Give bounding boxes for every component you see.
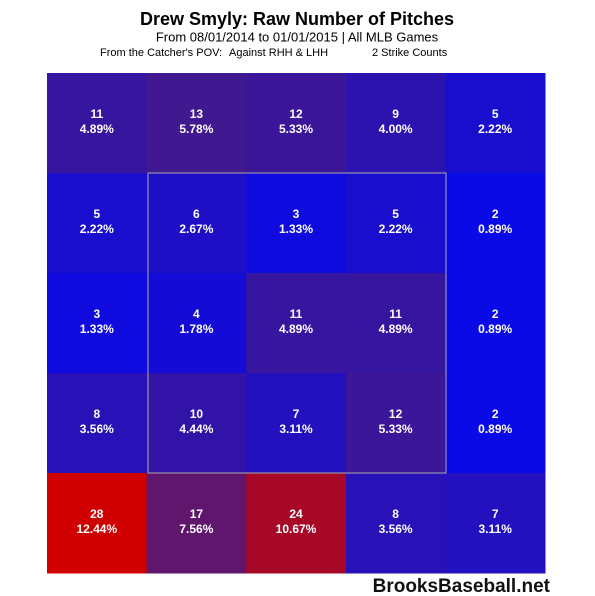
cell-count: 4: [193, 307, 200, 321]
heat-cell: [47, 273, 148, 374]
cell-count: 24: [289, 507, 303, 521]
note: 2 Strike Counts: [372, 47, 448, 59]
cell-count: 28: [90, 507, 104, 521]
cell-percent: 5.33%: [379, 422, 413, 436]
watermark: BrooksBaseball.net: [373, 576, 551, 596]
cell-count: 3: [293, 207, 300, 221]
cell-count: 8: [93, 407, 100, 421]
heat-cell: [146, 73, 247, 174]
heat-cell: [246, 273, 347, 374]
chart-title: Drew Smyly: Raw Number of Pitches: [140, 9, 454, 29]
cell-count: 5: [392, 207, 399, 221]
cell-percent: 4.89%: [279, 322, 313, 336]
heat-cell: [246, 473, 347, 574]
note: Against RHH & LHH: [229, 47, 328, 59]
cell-percent: 2.22%: [478, 122, 512, 136]
cell-count: 7: [492, 507, 499, 521]
cell-count: 6: [193, 207, 200, 221]
cell-percent: 12.44%: [76, 522, 117, 536]
cell-percent: 4.89%: [80, 122, 114, 136]
cell-count: 10: [190, 407, 204, 421]
heat-cell: [345, 273, 446, 374]
heat-cell: [445, 473, 546, 574]
cell-count: 2: [492, 207, 499, 221]
cell-count: 11: [290, 307, 303, 321]
cell-count: 3: [93, 307, 100, 321]
strike-zone: [147, 172, 447, 474]
heat-cell: [345, 373, 446, 474]
cell-count: 5: [93, 207, 100, 221]
cell-count: 13: [190, 107, 204, 121]
chart-subtitle: From 08/01/2014 to 01/01/2015 | All MLB …: [156, 29, 439, 44]
cell-count: 17: [190, 507, 204, 521]
cell-count: 9: [392, 107, 399, 121]
cell-percent: 7.56%: [179, 522, 213, 536]
cell-count: 12: [389, 407, 403, 421]
heat-cell: [146, 373, 247, 474]
cell-percent: 4.00%: [379, 122, 413, 136]
cell-percent: 10.67%: [276, 522, 317, 536]
cell-percent: 5.78%: [179, 122, 213, 136]
heat-cell: [445, 273, 546, 374]
heat-cell: [47, 73, 148, 174]
cell-count: 7: [293, 407, 300, 421]
heat-cell: [345, 173, 446, 274]
heat-cell: [345, 73, 446, 174]
cell-percent: 4.44%: [179, 422, 213, 436]
cell-percent: 5.33%: [279, 122, 313, 136]
heat-cell: [445, 373, 546, 474]
cell-percent: 3.56%: [379, 522, 413, 536]
cell-count: 2: [492, 307, 499, 321]
cell-percent: 4.89%: [379, 322, 413, 336]
cell-percent: 1.33%: [279, 222, 313, 236]
cell-count: 11: [90, 107, 103, 121]
heat-cell: [345, 473, 446, 574]
cell-count: 8: [392, 507, 399, 521]
cell-percent: 1.78%: [179, 322, 213, 336]
heat-cell: [47, 173, 148, 274]
heat-cell: [246, 373, 347, 474]
cell-percent: 2.22%: [379, 222, 413, 236]
cell-percent: 2.67%: [179, 222, 213, 236]
note: From the Catcher's POV:: [100, 47, 222, 59]
cell-count: 12: [289, 107, 303, 121]
cell-percent: 3.56%: [80, 422, 114, 436]
cell-percent: 0.89%: [478, 322, 512, 336]
cell-percent: 0.89%: [478, 222, 512, 236]
cell-percent: 3.11%: [279, 422, 313, 436]
heat-cell: [445, 173, 546, 274]
heat-cell: [47, 473, 148, 574]
cell-count: 5: [492, 107, 499, 121]
heatmap-grid: 114.89%135.78%125.33%94.00%52.22%52.22%6…: [47, 73, 546, 574]
heat-cell: [146, 473, 247, 574]
heat-cell: [445, 73, 546, 174]
cell-count: 11: [389, 307, 402, 321]
cell-percent: 1.33%: [80, 322, 114, 336]
cell-count: 2: [492, 407, 499, 421]
cell-percent: 2.22%: [80, 222, 114, 236]
heat-cell: [246, 173, 347, 274]
heat-cell: [146, 173, 247, 274]
heat-cell: [146, 273, 247, 374]
heat-cell: [246, 73, 347, 174]
cell-percent: 0.89%: [478, 422, 512, 436]
cell-percent: 3.11%: [479, 522, 513, 536]
heat-cell: [47, 373, 148, 474]
